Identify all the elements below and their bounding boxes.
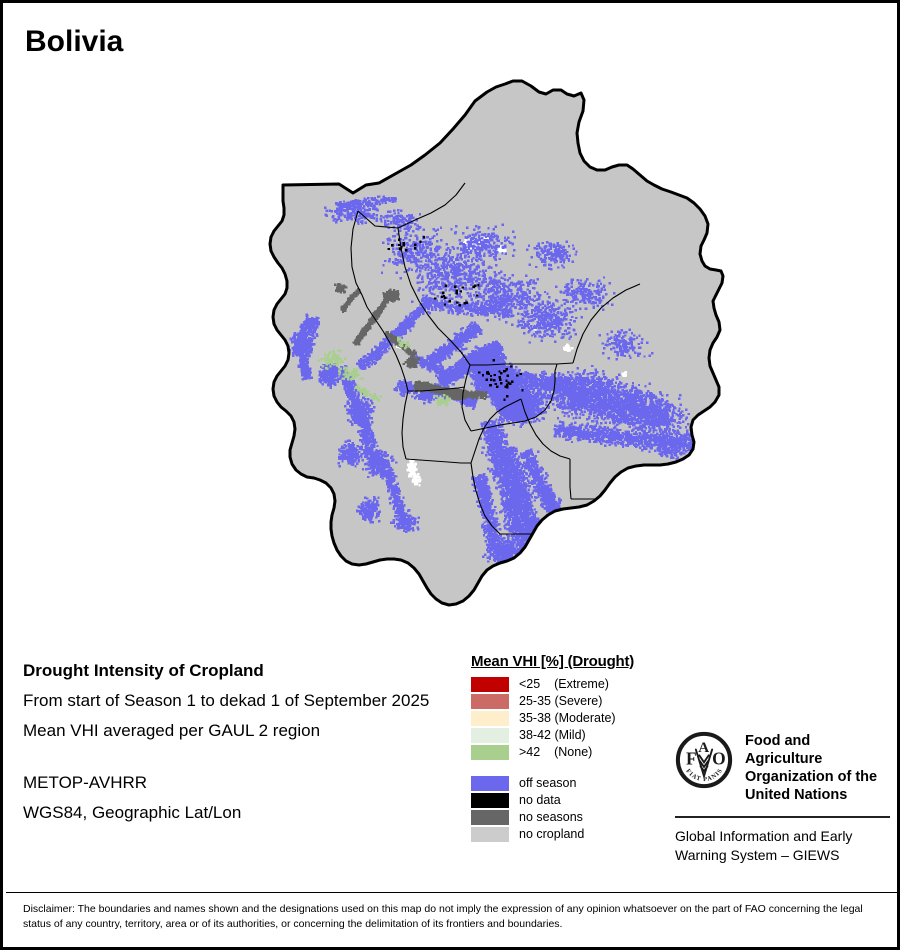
caption-line-projection: WGS84, Geographic Lat/Lon: [23, 803, 242, 822]
legend-label-no-data: no data: [519, 793, 561, 807]
fao-programme-name: Global Information and Early Warning Sys…: [675, 828, 853, 863]
legend-swatch-severe: [471, 694, 509, 709]
legend-label-off-season: off season: [519, 776, 577, 790]
legend-title: Mean VHI [%] (Drought): [471, 653, 635, 670]
legend-item-no-cropland[interactable]: no cropland: [471, 826, 671, 843]
map-admin-boundaries: [350, 182, 641, 535]
legend-label-no-cropland: no cropland: [519, 827, 585, 841]
legend-item-none[interactable]: >42 (None): [471, 744, 671, 761]
svg-text:O: O: [712, 749, 726, 769]
map-raster-layer: [288, 195, 721, 599]
raster-no-data: [387, 236, 524, 401]
disclaimer-divider: [6, 892, 900, 893]
caption-line-title: Drought Intensity of Cropland: [23, 661, 264, 680]
legend-item-mild[interactable]: 38-42 (Mild): [471, 727, 671, 744]
legend-label-moderate: 35-38 (Moderate): [519, 711, 616, 725]
legend-label-severe: 25-35 (Severe): [519, 694, 603, 708]
caption-spacer: [23, 746, 463, 768]
legend: Mean VHI [%] (Drought) <25 (Extreme) 25-…: [471, 653, 671, 843]
fao-block: F A O FIAT PANIS Food and Agricultu: [675, 731, 890, 865]
page-title: Bolivia: [25, 25, 124, 58]
fao-logo-icon: F A O FIAT PANIS: [675, 731, 733, 789]
legend-swatch-extreme: [471, 677, 509, 692]
fao-header: F A O FIAT PANIS Food and Agricultu: [675, 731, 890, 804]
legend-gap: [471, 761, 671, 775]
legend-label-none: >42 (None): [519, 745, 593, 759]
fao-divider: [675, 816, 890, 818]
caption-line-method: Mean VHI averaged per GAUL 2 region: [23, 721, 321, 740]
map-canvas[interactable]: [153, 43, 753, 643]
legend-swatch-no-cropland: [471, 827, 509, 842]
legend-item-no-seasons[interactable]: no seasons: [471, 809, 671, 826]
legend-swatch-moderate: [471, 711, 509, 726]
legend-swatch-mild: [471, 728, 509, 743]
caption-block: Drought Intensity of Cropland From start…: [23, 656, 463, 828]
svg-text:F: F: [686, 749, 697, 769]
legend-swatch-no-data: [471, 793, 509, 808]
legend-label-extreme: <25 (Extreme): [519, 677, 609, 691]
svg-text:A: A: [698, 740, 709, 756]
caption-line-sensor: METOP-AVHRR: [23, 773, 148, 792]
legend-item-moderate[interactable]: 35-38 (Moderate): [471, 710, 671, 727]
raster-none-green: [317, 336, 451, 407]
caption-line-period: From start of Season 1 to dekad 1 of Sep…: [23, 691, 430, 710]
legend-swatch-none: [471, 745, 509, 760]
fao-organization-name: Food and Agriculture Organization of the…: [745, 733, 878, 803]
legend-item-no-data[interactable]: no data: [471, 792, 671, 809]
legend-swatch-off-season: [471, 776, 509, 791]
legend-item-off-season[interactable]: off season: [471, 775, 671, 792]
disclaimer-text: Disclaimer: The boundaries and names sho…: [23, 903, 863, 930]
legend-item-severe[interactable]: 25-35 (Severe): [471, 693, 671, 710]
legend-item-extreme[interactable]: <25 (Extreme): [471, 676, 671, 693]
legend-label-mild: 38-42 (Mild): [519, 728, 586, 742]
bolivia-map-svg: [268, 79, 725, 607]
legend-label-no-seasons: no seasons: [519, 810, 583, 824]
raster-off-season: [288, 195, 721, 599]
legend-swatch-no-seasons: [471, 810, 509, 825]
